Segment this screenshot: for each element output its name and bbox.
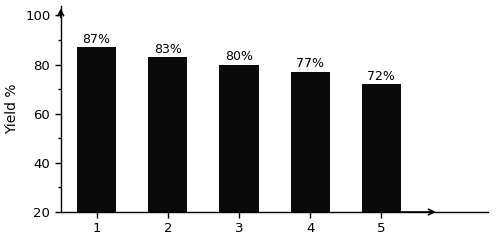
Text: 72%: 72% [368,70,396,83]
Bar [290,72,330,241]
Bar [220,65,258,241]
Bar [77,47,116,241]
Text: 83%: 83% [154,43,182,56]
Y-axis label: Yield %: Yield % [6,84,20,134]
Text: 77%: 77% [296,57,324,70]
Bar [362,84,401,241]
Text: 87%: 87% [82,33,110,46]
Bar [148,57,188,241]
Text: 80%: 80% [225,50,253,63]
